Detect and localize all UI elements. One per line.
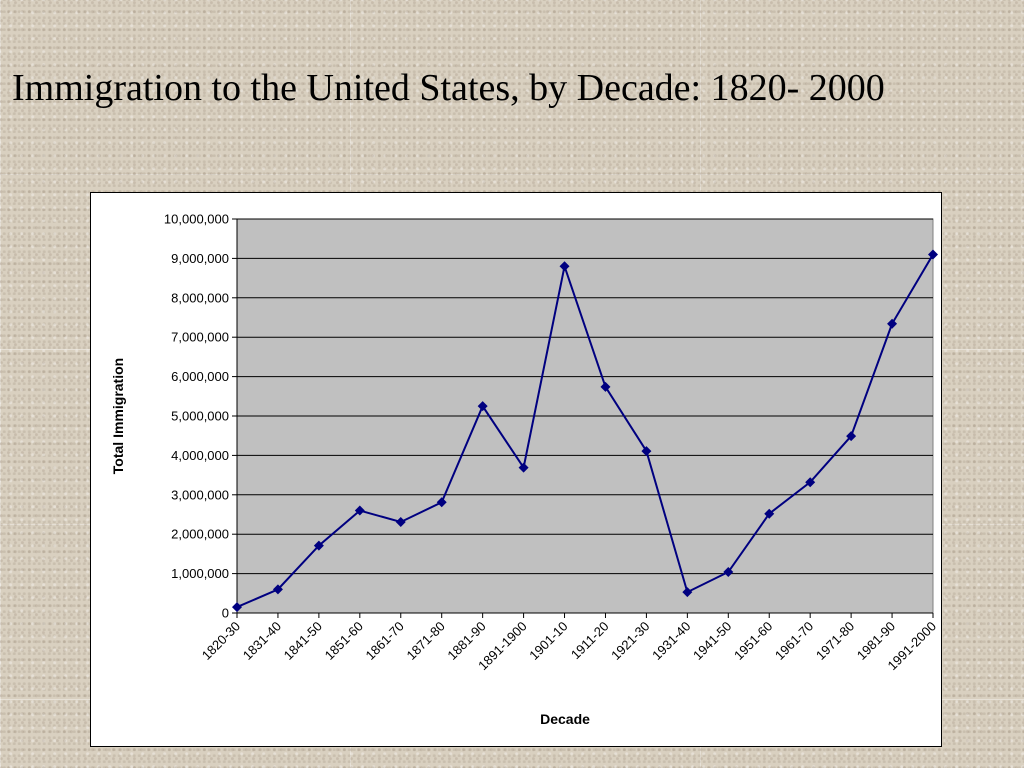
data-point [682, 587, 693, 598]
x-tick-label: 1931-40 [649, 619, 693, 663]
x-tick-label: 1951-60 [731, 619, 775, 663]
data-point [600, 381, 611, 392]
data-point [313, 540, 324, 551]
series-line [236, 253, 934, 609]
y-tick-label: 2,000,000 [171, 527, 229, 542]
y-axis-title: Total Immigration [110, 358, 126, 474]
data-point [641, 446, 652, 457]
data-point [846, 431, 857, 442]
x-tick-label: 1941-50 [690, 619, 734, 663]
x-tick-label: 1911-20 [568, 619, 612, 663]
data-point [272, 584, 283, 595]
y-tick-label: 10,000,000 [164, 212, 229, 227]
data-point [395, 516, 406, 527]
data-point [477, 401, 488, 412]
y-tick-label: 6,000,000 [171, 369, 229, 384]
x-axis-title: Decade [540, 711, 590, 727]
x-tick-label: 1921-30 [608, 619, 652, 663]
x-tick-label: 1831-40 [240, 619, 284, 663]
y-tick-label: 4,000,000 [171, 448, 229, 463]
slide-title: Immigration to the United States, by Dec… [12, 67, 885, 109]
data-point [805, 477, 816, 488]
y-tick-label: 5,000,000 [171, 409, 229, 424]
x-tick-label: 1851-60 [322, 619, 366, 663]
data-point [559, 261, 570, 272]
data-point [723, 567, 734, 578]
y-tick-label: 8,000,000 [171, 290, 229, 305]
chart-container: 0 1,000,000 2,000,000 3,000,000 4,000,000 5,0… [90, 192, 942, 747]
x-tick-label: 1971-80 [813, 619, 857, 663]
line-chart: 0 1,000,000 2,000,000 3,000,000 4,000,000 5,0… [110, 212, 939, 728]
y-tick-label: 0 [222, 606, 229, 621]
y-tick-label: 3,000,000 [171, 487, 229, 502]
x-tick-label: 1961-70 [772, 619, 816, 663]
x-tick-label: 1901-10 [526, 619, 570, 663]
y-tick-label: 1,000,000 [171, 566, 229, 581]
x-tick-label: 1871-80 [403, 619, 447, 663]
data-point [887, 318, 898, 329]
x-tick-label: 1841-50 [281, 619, 325, 663]
data-point [354, 505, 365, 516]
data-point [518, 462, 529, 473]
data-point [764, 508, 775, 519]
x-tick-label: 1820-30 [199, 619, 243, 663]
x-tick-label: 1861-70 [363, 619, 407, 663]
y-tick-label: 7,000,000 [171, 330, 229, 345]
data-point [436, 497, 447, 508]
data-point [232, 602, 242, 613]
data-point [928, 249, 938, 260]
y-tick-label: 9,000,000 [171, 251, 229, 266]
